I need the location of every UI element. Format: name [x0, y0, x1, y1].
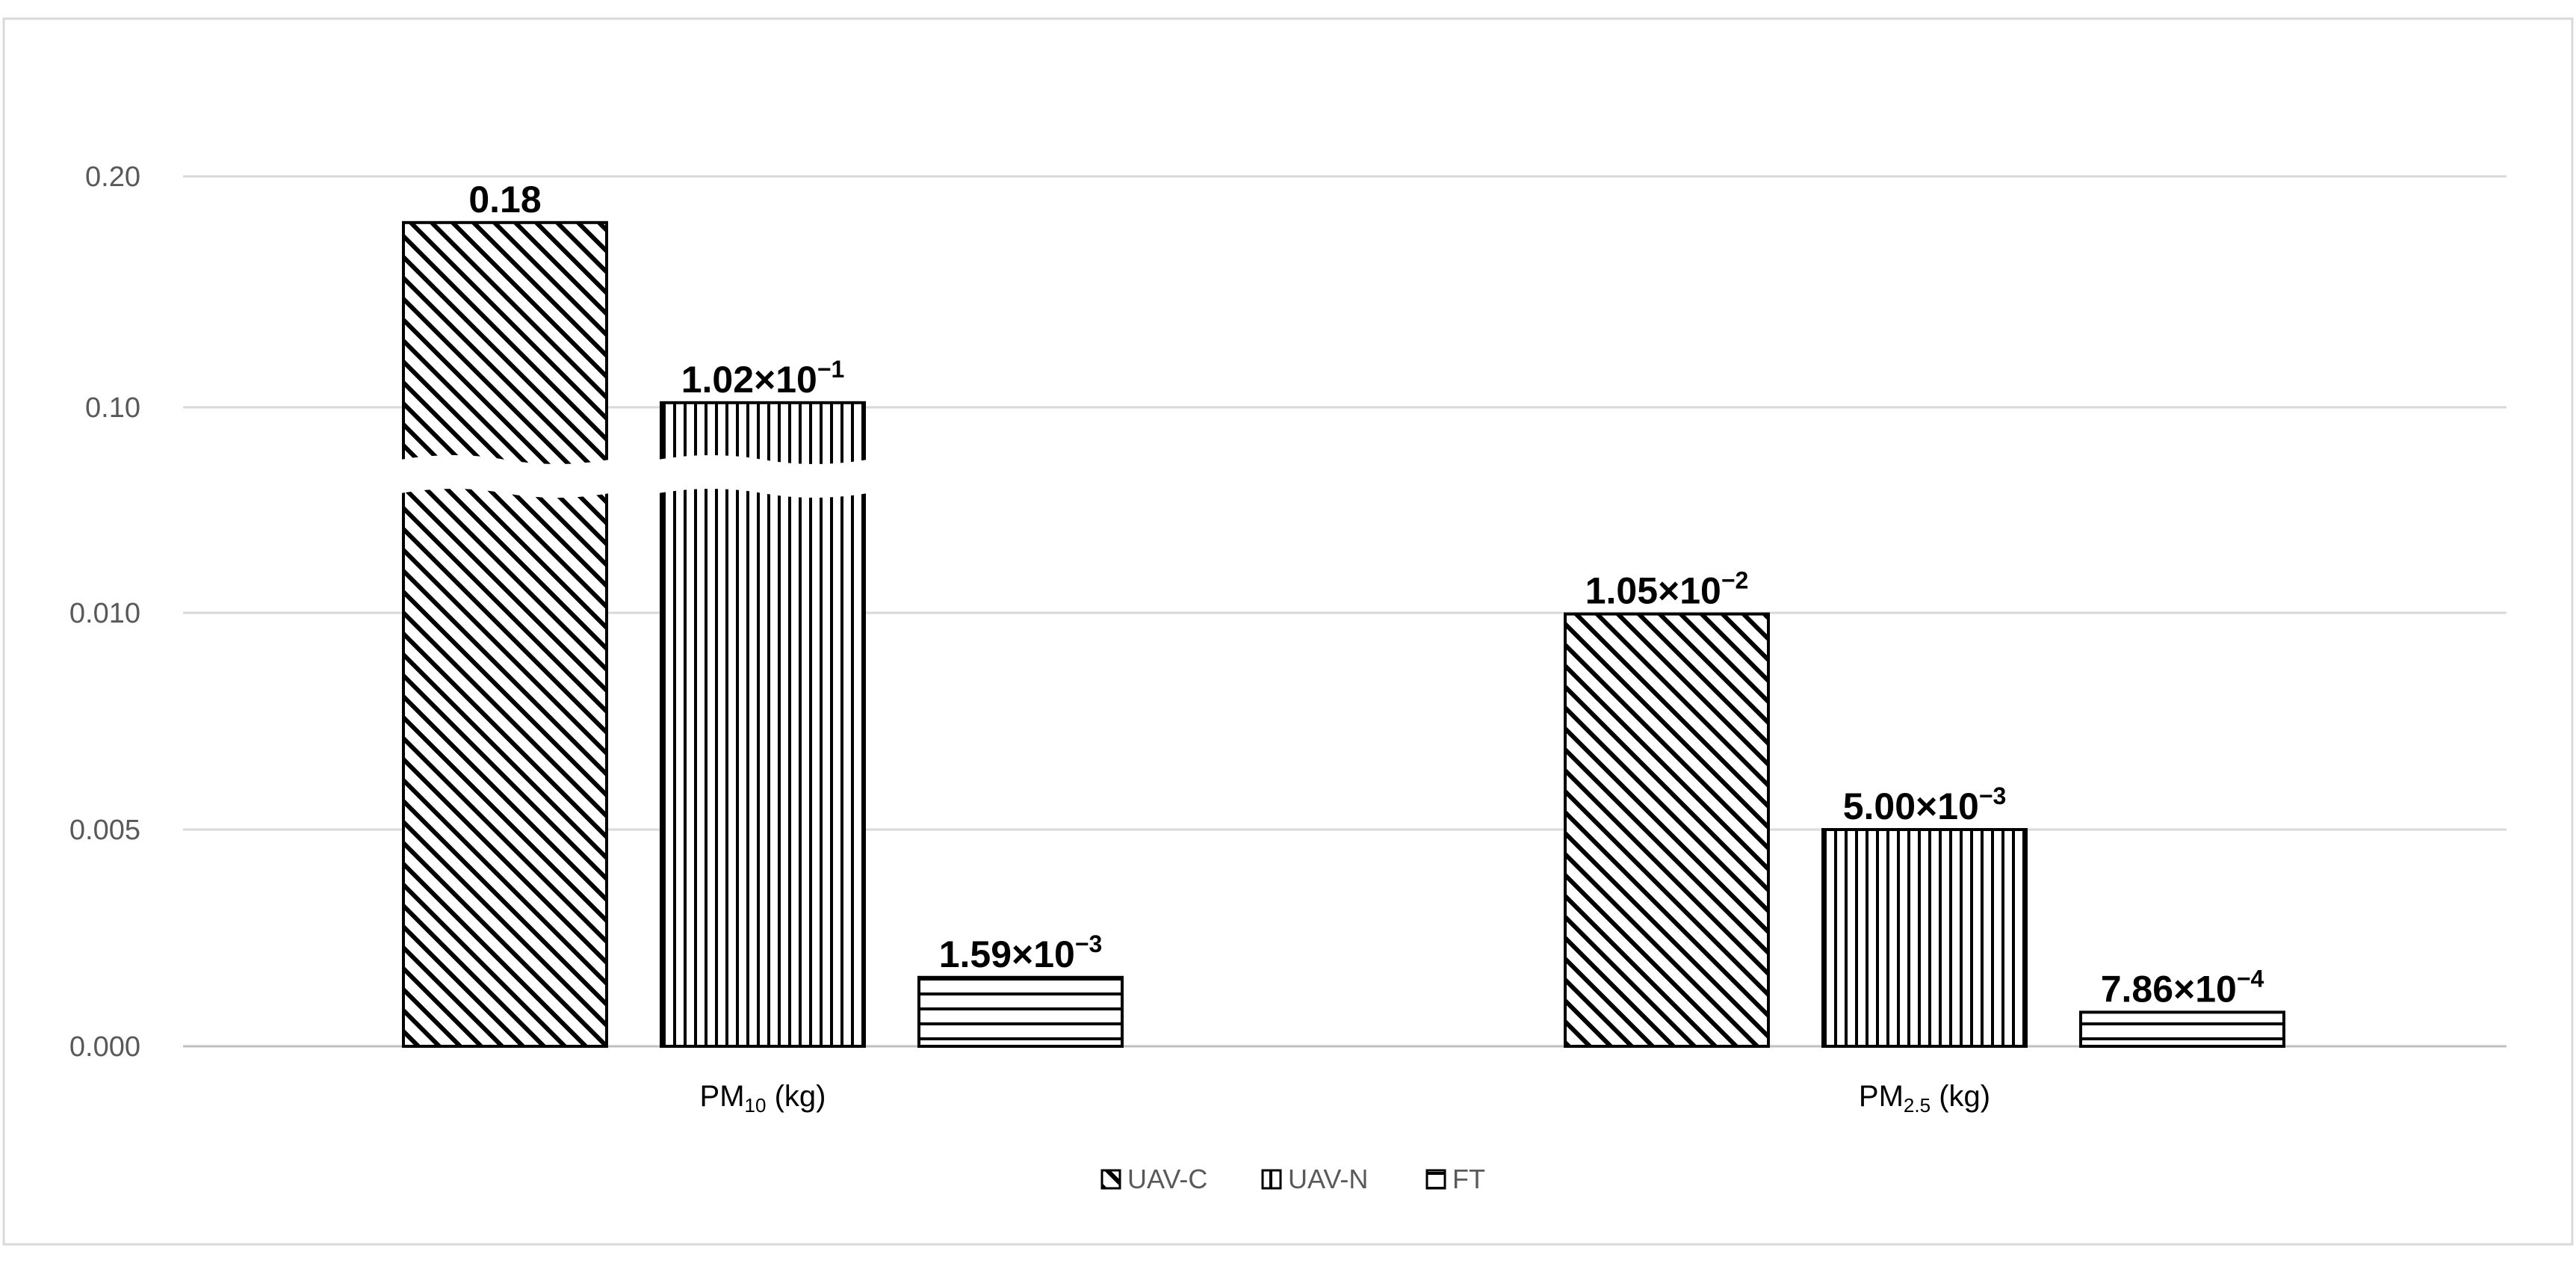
legend: UAV-C UAV-N FT [1100, 1164, 1485, 1194]
bar [1564, 612, 1770, 1048]
bar [917, 975, 1124, 1049]
axis-break [400, 455, 1771, 498]
category-label: PM2.5 (kg) [1859, 1080, 1990, 1117]
y-tick-label: 0.005 [69, 815, 140, 846]
category-label: PM10 (kg) [700, 1080, 826, 1117]
y-axis-ticks: 0.000 0.005 0.010 0.10 0.20 [69, 161, 140, 1063]
axis-break-gap [400, 455, 610, 498]
y-tick-label: 0.10 [85, 392, 140, 424]
data-label: 1.02×10−1 [681, 356, 845, 401]
data-label: 0.18 [468, 179, 541, 220]
legend-label: UAV-C [1127, 1164, 1207, 1194]
data-label: 5.00×10−3 [1843, 782, 2007, 827]
bar [402, 220, 608, 1048]
chart-frame [2, 17, 2574, 1246]
legend-item: FT [1425, 1164, 1485, 1194]
legend-label: FT [1452, 1164, 1485, 1194]
axis-break-gap [1562, 455, 1771, 498]
y-tick-label: 0.20 [85, 161, 140, 193]
bars [402, 220, 2285, 1049]
legend-swatch [1261, 1169, 1282, 1190]
bar [1821, 828, 2028, 1048]
data-label: 7.86×10−4 [2101, 965, 2264, 1010]
x-axis-categories: PM10 (kg) PM2.5 (kg) [700, 1080, 1991, 1117]
bar [660, 401, 866, 1048]
legend-item: UAV-C [1100, 1164, 1207, 1194]
y-tick-label: 0.000 [69, 1031, 140, 1063]
data-label: 1.05×10−2 [1585, 567, 1749, 612]
bar [2079, 1010, 2285, 1048]
axis-break-gap [658, 455, 867, 498]
legend-label: UAV-N [1288, 1164, 1368, 1194]
y-tick-label: 0.010 [69, 598, 140, 629]
data-label: 1.59×10−3 [939, 930, 1103, 975]
legend-swatch [1425, 1169, 1446, 1190]
legend-swatch [1100, 1169, 1121, 1190]
data-labels: 0.18 1.05×10−2 1.02×10−1 5.00×10−3 1.59×10−3… [468, 179, 2264, 1010]
legend-item: UAV-N [1261, 1164, 1368, 1194]
